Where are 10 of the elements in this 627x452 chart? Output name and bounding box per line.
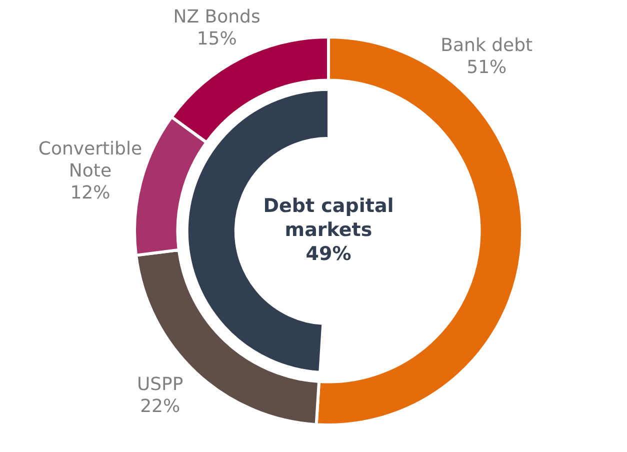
slice-label: Convertible Note [38, 138, 142, 182]
slice-label: USPP [136, 374, 184, 396]
data-label: 51% [466, 56, 507, 78]
data-label: 22% [140, 396, 180, 418]
data-label: 12% [70, 182, 110, 204]
slice-label: NZ Bonds [173, 6, 260, 28]
data-label: 15% [196, 28, 237, 50]
slice-label: Bank debt [440, 34, 533, 56]
data-label: 49% [306, 242, 352, 265]
slice-label: Debt capital markets [263, 194, 394, 241]
